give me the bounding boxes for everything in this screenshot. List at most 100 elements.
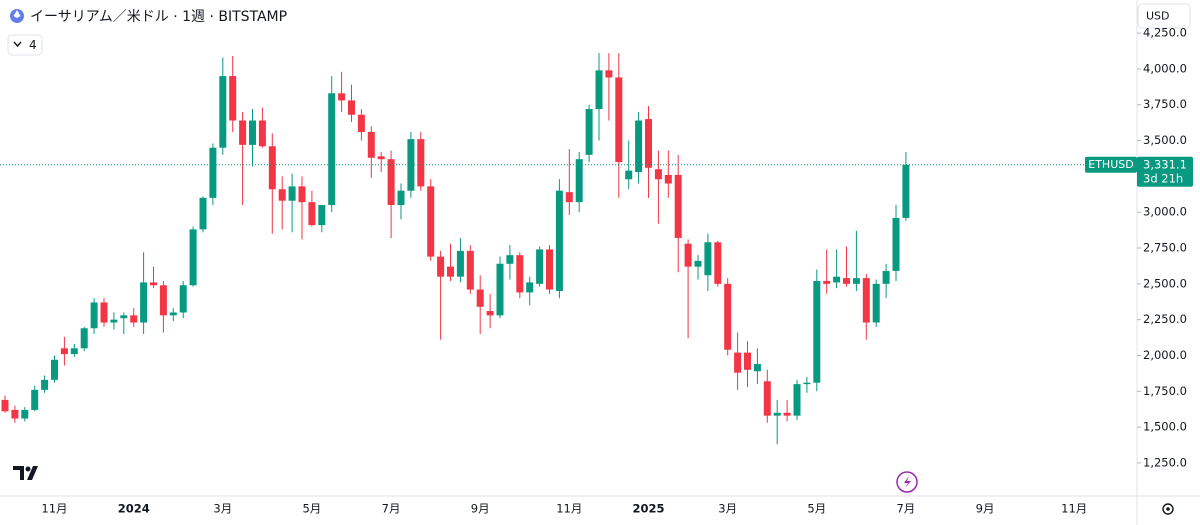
- y-tick-label: 3,000.0: [1143, 205, 1187, 219]
- candle-body: [565, 192, 573, 203]
- currency-button[interactable]: [1137, 3, 1191, 29]
- candle-body: [169, 312, 177, 316]
- candle-body: [585, 109, 593, 155]
- candle-body: [615, 77, 623, 163]
- x-tick-label: 5月: [302, 502, 321, 516]
- candle-body: [258, 120, 266, 147]
- candle-body: [1, 399, 9, 412]
- candle-body: [219, 76, 227, 148]
- symbol-icon-glyph: [13, 10, 21, 18]
- candle-body: [645, 119, 652, 168]
- candle-body: [80, 328, 88, 349]
- x-tick-label: 7月: [382, 502, 401, 516]
- x-tick-label: 11月: [1061, 502, 1087, 516]
- y-tick-label: 3,750.0: [1143, 97, 1187, 111]
- candle-body: [595, 70, 603, 110]
- candle-body: [199, 197, 207, 230]
- candle-body: [773, 412, 781, 416]
- candle-body: [239, 120, 247, 145]
- candle-body: [100, 302, 108, 323]
- candle-body: [704, 242, 712, 276]
- y-tick-label: 2,500.0: [1143, 276, 1187, 290]
- price-tag: [1137, 156, 1193, 187]
- chevron-icon: [13, 41, 22, 48]
- candle-body: [377, 156, 385, 160]
- candle-body: [635, 120, 643, 173]
- candle-body: [21, 409, 29, 419]
- candle-body: [447, 266, 454, 277]
- settings-icon-center: [1166, 507, 1170, 511]
- candle-body: [159, 285, 167, 316]
- candle-body: [229, 76, 237, 121]
- candle-body: [417, 139, 425, 187]
- candle-body: [654, 169, 662, 180]
- candle-body: [189, 229, 197, 286]
- candle-body: [793, 384, 801, 416]
- y-tick-label: 3,500.0: [1143, 133, 1187, 147]
- candle-body: [249, 120, 256, 145]
- candle-body: [536, 249, 544, 284]
- candle-body: [714, 242, 722, 284]
- y-tick-label: 2,250.0: [1143, 312, 1187, 326]
- x-tick-label: 7月: [896, 502, 915, 516]
- candle-body: [546, 249, 553, 290]
- candle-body: [298, 186, 306, 203]
- candle-body: [526, 282, 534, 293]
- indicator-count: 4: [29, 38, 37, 52]
- candle-body: [516, 255, 524, 293]
- price-tag-countdown: 3d 21h: [1143, 171, 1183, 185]
- candle-body: [882, 270, 890, 284]
- y-tick-label: 1,250.0: [1143, 455, 1187, 469]
- candle-body: [278, 189, 286, 201]
- candle-body: [555, 190, 563, 291]
- candle-body: [664, 174, 672, 184]
- candle-body: [872, 283, 880, 323]
- candle-body: [357, 114, 365, 132]
- candle-body: [397, 190, 405, 206]
- candle-body: [506, 255, 514, 264]
- candle-body: [348, 100, 355, 115]
- y-tick-label: 4,250.0: [1143, 26, 1187, 40]
- candle-body: [753, 364, 761, 372]
- candle-body: [120, 315, 128, 319]
- tradingview-logo: [13, 466, 38, 480]
- settings-icon[interactable]: [1162, 503, 1174, 515]
- symbol-tag: [1085, 156, 1137, 173]
- candle-body: [843, 278, 850, 284]
- y-tick-label: 4,000.0: [1143, 61, 1187, 75]
- candle-body: [862, 278, 870, 323]
- x-tick-label: 3月: [718, 502, 737, 516]
- x-tick-label: 9月: [471, 502, 490, 516]
- x-tick-label: 3月: [213, 502, 232, 516]
- candle-body: [674, 174, 682, 238]
- candle-body: [763, 381, 771, 416]
- y-tick-label: 2,000.0: [1143, 348, 1187, 362]
- candle-body: [367, 131, 375, 158]
- candle-body: [813, 280, 821, 383]
- candle-body: [823, 280, 831, 284]
- candle-body: [11, 409, 19, 419]
- candle-body: [427, 186, 435, 257]
- x-tick-label: 2024: [118, 502, 150, 516]
- candle-body: [318, 205, 326, 226]
- candle-body: [684, 243, 692, 267]
- price-tag-value: 3,331.1: [1143, 157, 1187, 171]
- candle-body: [70, 348, 78, 355]
- candle-body: [694, 260, 702, 267]
- indicator-toggle[interactable]: [7, 34, 43, 56]
- symbol-tag-label: ETHUSD: [1088, 158, 1133, 171]
- candle-body: [338, 93, 346, 101]
- candle-body: [51, 359, 58, 380]
- candle-body: [476, 289, 484, 307]
- candle-body: [734, 352, 742, 373]
- candle-body: [268, 146, 276, 190]
- candle-body: [41, 379, 49, 390]
- candle-body: [308, 202, 316, 226]
- candle-body: [407, 139, 415, 191]
- candle-body: [605, 70, 613, 78]
- candle-body: [575, 159, 583, 203]
- candle-body: [803, 382, 811, 385]
- candle-body: [833, 276, 841, 283]
- x-tick-label: 11月: [556, 502, 582, 516]
